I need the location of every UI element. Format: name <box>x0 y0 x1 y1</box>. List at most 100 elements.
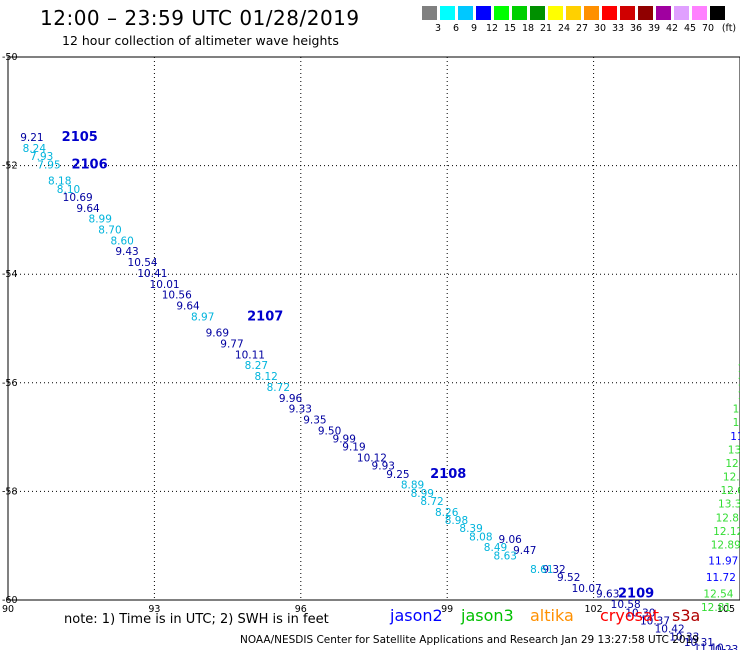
swh-value-label: 8.99 <box>411 488 434 500</box>
legend-swatch <box>458 6 473 20</box>
swh-value-label: 9.06 <box>498 534 522 546</box>
legend-label: 27 <box>575 23 589 34</box>
swh-value-label: 9.43 <box>115 246 138 258</box>
swh-value-label: 8.89 <box>401 480 424 492</box>
swh-value-label: 12.12 <box>713 526 740 538</box>
swh-value-label: 15 <box>738 363 740 375</box>
swh-value-label: 8.72 <box>420 496 443 508</box>
swh-value-label: 9.64 <box>176 300 200 312</box>
y-tick-label: -60 <box>2 595 18 606</box>
legend-swatch <box>692 6 707 20</box>
x-tick-label: 99 <box>441 604 453 615</box>
legend-label: 3 <box>434 23 442 34</box>
swh-value-label: 9.32 <box>542 564 565 576</box>
legend-unit: (ft) <box>721 23 737 34</box>
swh-value-label: 8.97 <box>191 311 214 323</box>
plot-frame <box>7 56 740 601</box>
swh-value-label: 8.61 <box>530 564 553 576</box>
legend-swatch <box>584 6 599 20</box>
swh-value-label: 8.27 <box>245 360 268 372</box>
swh-value-label: 12.8 <box>725 458 740 470</box>
swh-value-label: 10.42 <box>655 624 685 636</box>
legend-label: 24 <box>557 23 571 34</box>
swh-value-label: 13 <box>738 377 740 389</box>
swh-value-label: 10.23 <box>708 644 738 650</box>
pass-number-label: 2109 <box>618 586 654 601</box>
legend-swatch <box>512 6 527 20</box>
swh-value-label: 12.81 <box>701 602 731 614</box>
x-tick-label: 90 <box>2 604 14 615</box>
swh-value-label: 10.33 <box>669 632 699 644</box>
swh-value-label: 11.10 <box>694 643 724 650</box>
swh-value-label: 12.89 <box>711 539 740 551</box>
swh-value-label: 12.54 <box>703 588 733 600</box>
swh-value-label: 13.32 <box>718 499 740 511</box>
swh-value-label: 12.62 <box>720 485 740 497</box>
swh-value-label: 8.49 <box>484 542 507 554</box>
swh-value-label: 9.52 <box>557 572 580 584</box>
footer-note: note: 1) Time is in UTC; 2) SWH is in fe… <box>64 612 329 627</box>
swh-value-label: 10.30 <box>625 607 655 619</box>
legend-label: 9 <box>470 23 478 34</box>
swh-value-label: 10.69 <box>63 192 93 204</box>
y-tick-label: -56 <box>2 378 18 389</box>
legend-swatch <box>548 6 563 20</box>
swh-value-label: 7.93 <box>30 151 53 163</box>
satellite-name-jason3: jason3 <box>461 606 514 625</box>
satellite-name-cryosat: cryosat <box>600 606 660 625</box>
x-tick-label: 102 <box>585 604 603 615</box>
swh-value-label: 8.24 <box>23 143 47 155</box>
swh-value-label: 10.01 <box>150 279 180 291</box>
legend-swatch <box>440 6 455 20</box>
swh-value-label: 11.72 <box>706 572 736 584</box>
swh-value-label: 10.31 <box>684 637 714 649</box>
swh-value-label: 13 <box>738 390 740 402</box>
legend-swatch <box>530 6 545 20</box>
swh-value-label: 8.60 <box>110 235 133 247</box>
swh-value-label: 8.99 <box>89 214 112 226</box>
swh-value-label: 7.95 <box>37 159 60 171</box>
x-tick-label: 105 <box>717 604 735 615</box>
swh-value-label: 10.12 <box>357 453 387 465</box>
pass-number-label: 2105 <box>62 130 98 145</box>
x-tick-label: 93 <box>148 604 160 615</box>
swh-value-label: 8.98 <box>445 515 468 527</box>
swh-value-label: 9.19 <box>342 442 365 454</box>
y-tick-label: -52 <box>2 161 18 172</box>
satellite-name-jason2: jason2 <box>390 606 443 625</box>
swh-value-label: 10.41 <box>137 268 167 280</box>
legend-label: 30 <box>593 23 607 34</box>
legend-swatch <box>638 6 653 20</box>
legend-label: 12 <box>485 23 499 34</box>
pass-number-label: 2107 <box>247 309 283 324</box>
legend-swatch <box>494 6 509 20</box>
legend-swatch <box>674 6 689 20</box>
x-tick-label: 96 <box>295 604 307 615</box>
swh-value-label: 8.08 <box>469 531 492 543</box>
swh-value-label: 8.39 <box>459 523 482 535</box>
legend-swatch <box>602 6 617 20</box>
credit-line: NOAA/NESDIS Center for Satellite Applica… <box>240 634 699 646</box>
swh-value-label: 8.12 <box>254 371 277 383</box>
y-tick-label: -58 <box>2 486 18 497</box>
swh-value-label: 9.69 <box>206 328 229 340</box>
swh-value-label: 10.54 <box>128 257 158 269</box>
legend-swatch <box>422 6 437 20</box>
swh-value-label: 10.58 <box>611 599 641 611</box>
swh-value-label: 10.37 <box>640 615 670 627</box>
legend-label: 42 <box>665 23 679 34</box>
swh-value-label: 11.4 <box>730 431 740 443</box>
legend-label: 6 <box>452 23 460 34</box>
swh-value-label: 9.47 <box>513 545 536 557</box>
legend-swatch <box>566 6 581 20</box>
swh-value-label: 12 <box>733 404 740 416</box>
chart-title: 12:00 – 23:59 UTC 01/28/2019 <box>40 6 360 30</box>
swh-value-label: 9.33 <box>289 404 312 416</box>
legend-label: 33 <box>611 23 625 34</box>
pass-number-label: 2108 <box>430 467 466 482</box>
swh-value-label: 8.10 <box>57 184 80 196</box>
swh-value-label: 8.63 <box>494 550 517 562</box>
swh-value-label: 8.70 <box>98 224 121 236</box>
swh-value-label: 10.4 <box>721 648 740 650</box>
